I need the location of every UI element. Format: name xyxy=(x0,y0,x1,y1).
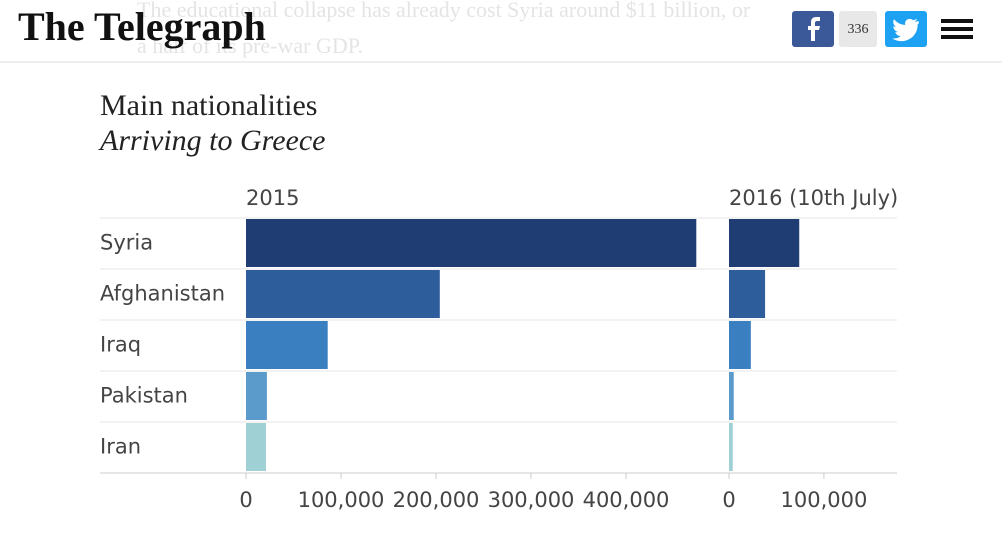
category-label: Iraq xyxy=(100,333,141,357)
background-text: The educational collapse has already cos… xyxy=(137,0,751,22)
bar xyxy=(729,321,751,369)
menu-icon xyxy=(941,35,973,39)
category-label: Pakistan xyxy=(100,384,188,408)
category-label: Syria xyxy=(100,231,153,255)
share-count-box xyxy=(839,11,877,47)
menu-icon[interactable] xyxy=(941,19,973,23)
bar xyxy=(246,423,266,471)
x-tick-label: 200,000 xyxy=(393,488,480,512)
bar xyxy=(246,321,328,369)
menu-icon xyxy=(941,27,973,31)
x-tick-label: 0 xyxy=(239,488,252,512)
x-tick-label: 100,000 xyxy=(298,488,385,512)
logo[interactable]: The Telegraph xyxy=(18,4,266,49)
bar xyxy=(246,219,697,267)
x-tick-label: 400,000 xyxy=(583,488,670,512)
panel-title: 2015 xyxy=(246,186,299,210)
category-label: Afghanistan xyxy=(100,282,225,306)
twitter-icon xyxy=(892,18,919,42)
background-text: a half of its pre-war GDP. xyxy=(137,33,363,58)
x-tick-label: 100,000 xyxy=(780,488,867,512)
bar xyxy=(246,270,440,318)
panel-title: 2016 (10th July) xyxy=(729,186,898,210)
bar xyxy=(729,423,733,471)
chart-subtitle: Arriving to Greece xyxy=(98,124,325,157)
bar xyxy=(729,372,734,420)
bar xyxy=(729,219,800,267)
share-count: 336 xyxy=(848,22,869,37)
category-label: Iran xyxy=(100,435,141,459)
facebook-icon xyxy=(808,17,820,41)
x-tick-label: 300,000 xyxy=(488,488,575,512)
chart-title: Main nationalities xyxy=(100,89,317,122)
bar xyxy=(246,372,267,420)
x-tick-label: 0 xyxy=(722,488,735,512)
bar xyxy=(729,270,766,318)
